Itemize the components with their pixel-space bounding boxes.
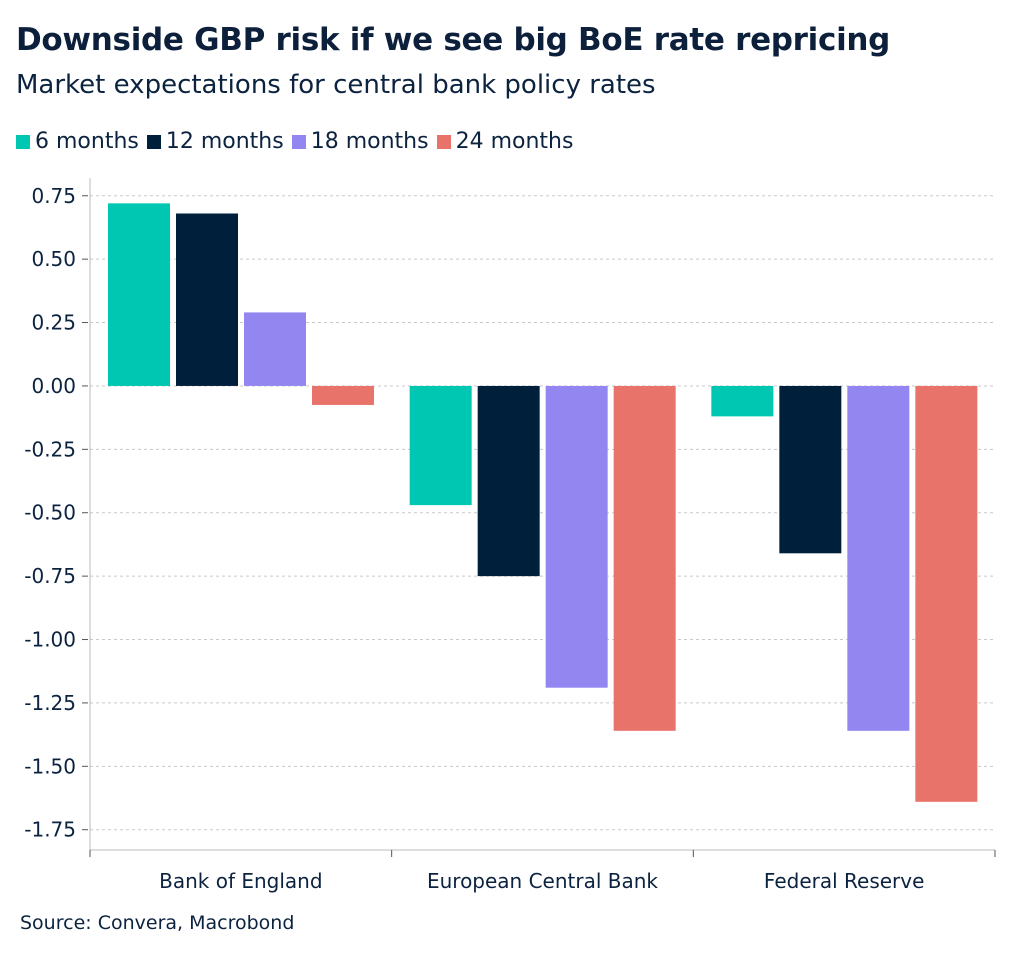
legend-swatch <box>16 134 30 149</box>
y-tick-label: -1.00 <box>24 628 76 652</box>
legend-label: 12 months <box>165 129 284 154</box>
y-tick-label: 0.75 <box>31 184 76 208</box>
bar-12-months <box>477 385 540 577</box>
bar-24-months <box>613 385 676 731</box>
x-tick-label: Bank of England <box>159 869 322 893</box>
y-tick-label: -1.50 <box>24 754 76 778</box>
legend-item: 24 months <box>436 129 574 154</box>
source-note: Source: Convera, Macrobond <box>20 912 295 934</box>
x-tick-label: Federal Reserve <box>764 869 925 893</box>
bar-6-months <box>711 385 774 417</box>
y-tick-label: -0.50 <box>24 501 76 525</box>
legend-item: 12 months <box>146 129 284 154</box>
bar-18-months <box>847 385 910 731</box>
chart-subtitle: Market expectations for central bank pol… <box>16 70 656 100</box>
x-tick-label: European Central Bank <box>427 869 658 893</box>
legend-item: 18 months <box>291 129 429 154</box>
legend-swatch <box>436 134 451 149</box>
legend-label: 24 months <box>455 129 574 154</box>
legend-label: 18 months <box>310 129 429 154</box>
bar-6-months <box>108 203 170 386</box>
y-tick-label: -0.75 <box>24 564 76 588</box>
y-tick-label: -0.25 <box>24 437 76 461</box>
y-tick-label: 0.50 <box>31 247 76 271</box>
chart-title: Downside GBP risk if we see big BoE rate… <box>16 22 891 58</box>
bar-24-months <box>915 385 978 802</box>
bar-12-months <box>779 385 842 554</box>
bar-18-months <box>545 385 608 688</box>
legend-label: 6 months <box>35 129 139 154</box>
bar-24-months <box>312 385 374 405</box>
y-tick-label: 0.25 <box>31 311 76 335</box>
y-tick-label: -1.25 <box>24 691 76 715</box>
bar-12-months <box>176 213 238 386</box>
legend-swatch <box>291 134 306 149</box>
y-tick-label: 0.00 <box>31 374 76 398</box>
bar-18-months <box>244 312 306 386</box>
legend-item: 6 months <box>16 129 139 154</box>
legend-swatch <box>146 134 161 149</box>
bar-6-months <box>409 385 472 506</box>
y-tick-label: -1.75 <box>24 818 76 842</box>
legend: 6 months 12 months 18 months 24 months <box>16 129 573 154</box>
